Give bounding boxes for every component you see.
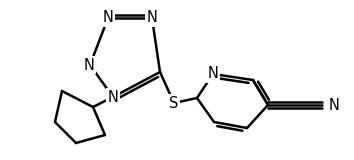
Text: N: N — [207, 67, 218, 81]
Text: N: N — [108, 89, 119, 104]
Text: N: N — [147, 11, 158, 25]
Text: N: N — [103, 11, 113, 25]
Text: N: N — [84, 57, 95, 72]
Text: S: S — [169, 96, 179, 111]
Text: N: N — [329, 97, 340, 112]
